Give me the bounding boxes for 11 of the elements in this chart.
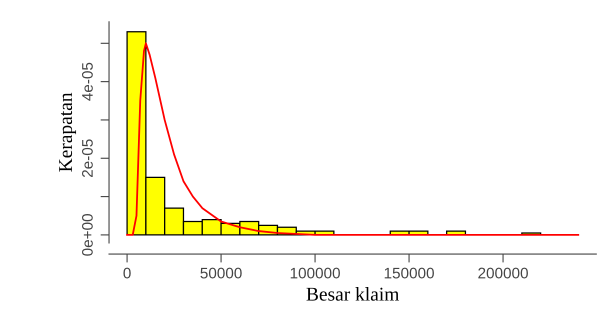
- y-axis-title: Kerapatan: [59, 92, 76, 172]
- y-tick-label: 4e-05: [82, 62, 93, 101]
- x-tick-label: 100000: [290, 268, 340, 278]
- line-series: [126, 42, 580, 236]
- x-tick-label: 50000: [200, 268, 242, 278]
- x-tick-label: 0: [123, 268, 131, 278]
- y-tick-label: 0e+00: [82, 214, 93, 256]
- x-axis-title: Besar klaim: [306, 287, 400, 301]
- y-tick-label: 2e-05: [82, 139, 93, 178]
- x-tick-label: 150000: [384, 268, 434, 278]
- x-tick-label: 200000: [478, 268, 528, 278]
